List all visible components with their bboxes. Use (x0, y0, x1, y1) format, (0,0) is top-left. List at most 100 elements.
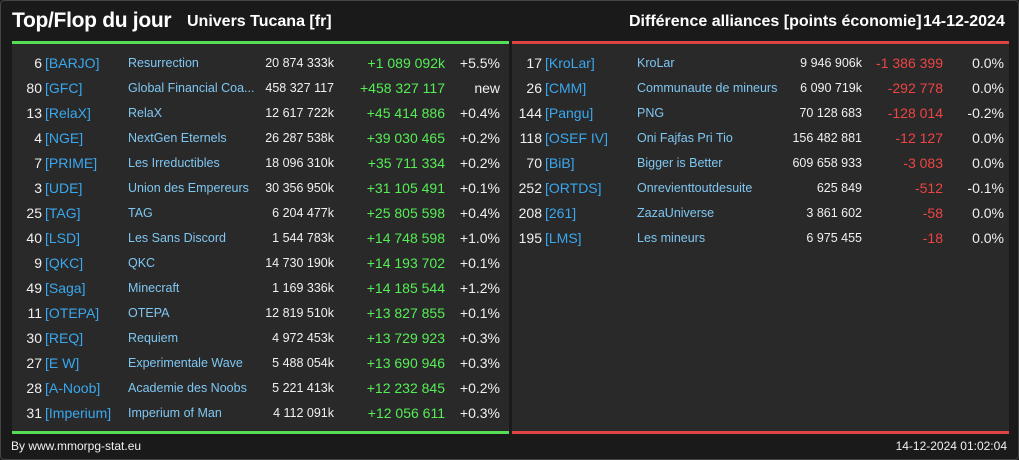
alliance-tag[interactable]: [BiB] (545, 155, 575, 171)
table-row: 80 [GFC] Global Financial Coa... 458 327 11… (12, 76, 509, 101)
alliance-rank: 208 (518, 205, 542, 221)
economy-points: 5 221 413k (272, 381, 334, 395)
alliance-tag[interactable]: [LMS] (545, 230, 582, 246)
economy-points: 6 090 719k (800, 81, 862, 95)
table-row: 195 [LMS] Les mineurs 6 975 455 -18 0.0% (512, 226, 1009, 251)
flop-alliances-panel: 17 [KroLar] KroLar 9 946 906k -1 386 399 0.0%… (512, 41, 1009, 434)
alliance-rank: 195 (518, 230, 542, 246)
table-row: 3 [UDE] Union des Empereurs 30 356 950k +31 … (12, 176, 509, 201)
table-row: 26 [CMM] Communaute de mineurs 6 090 719k -2… (512, 76, 1009, 101)
economy-points: 609 658 933 (792, 156, 862, 170)
points-difference: +31 105 491 (366, 180, 445, 196)
percent-change: +1.2% (459, 280, 500, 296)
alliance-tag[interactable]: [Imperium] (45, 405, 112, 421)
percent-change: +0.2% (459, 130, 500, 146)
alliance-tag[interactable]: [Saga] (45, 280, 86, 296)
points-difference: -1 386 399 (876, 55, 943, 71)
points-difference: +25 805 598 (366, 205, 445, 221)
alliance-rank: 31 (26, 405, 42, 421)
percent-change: 0.0% (972, 130, 1004, 146)
alliance-tag[interactable]: [TAG] (45, 205, 81, 221)
alliance-tag[interactable]: [PRIME] (45, 155, 98, 171)
percent-change: +0.1% (459, 180, 500, 196)
alliance-tag[interactable]: [261] (545, 205, 577, 221)
alliance-tag[interactable]: [QKC] (45, 255, 84, 271)
economy-points: 30 356 950k (265, 181, 334, 195)
points-difference: +45 414 886 (366, 105, 445, 121)
points-difference: +14 185 544 (366, 280, 445, 296)
table-row: 31 [Imperium] Imperium of Man 4 112 091k +12… (12, 401, 509, 426)
points-difference: +12 232 845 (366, 380, 445, 396)
economy-points: 20 874 333k (265, 56, 334, 70)
alliance-tag[interactable]: [ORTDS] (545, 180, 602, 196)
economy-points: 26 287 538k (265, 131, 334, 145)
economy-points: 18 096 310k (265, 156, 334, 170)
table-row: 40 [LSD] Les Sans Discord 1 544 783k +14 748… (12, 226, 509, 251)
table-row: 13 [RelaX] RelaX 12 617 722k +45 414 886 +0.4… (12, 101, 509, 126)
percent-change: +0.3% (459, 355, 500, 371)
economy-points: 1 169 336k (272, 281, 334, 295)
percent-change: +0.2% (459, 380, 500, 396)
table-row: 208 [261] ZazaUniverse 3 861 602 -58 0.0% (512, 201, 1009, 226)
economy-points: 625 849 (816, 181, 862, 195)
points-difference: +39 030 465 (366, 130, 445, 146)
alliance-tag[interactable]: [UDE] (45, 180, 83, 196)
points-difference: -58 (922, 205, 943, 221)
percent-change: +0.2% (459, 155, 500, 171)
points-difference: +13 827 855 (366, 305, 445, 321)
ranking-subtitle: Différence alliances [points économie] (629, 13, 922, 30)
alliance-rank: 40 (26, 230, 42, 246)
percent-change: +0.4% (459, 105, 500, 121)
percent-change: -0.2% (967, 105, 1004, 121)
alliance-rank: 30 (26, 330, 42, 346)
table-row: 49 [Saga] Minecraft 1 169 336k +14 185 544 +1… (12, 276, 509, 301)
table-row: 144 [Pangu] PNG 70 128 683 -128 014 -0.2% (512, 101, 1009, 126)
alliance-tag[interactable]: [Pangu] (545, 105, 594, 121)
alliance-tag[interactable]: [A-Noob] (45, 380, 101, 396)
header: Top/Flop du jour Univers Tucana [fr] Dif… (1, 1, 1019, 41)
points-difference: -18 (922, 230, 943, 246)
alliance-tag[interactable]: [LSD] (45, 230, 81, 246)
alliance-tag[interactable]: [GFC] (45, 80, 83, 96)
economy-points: 4 972 453k (272, 331, 334, 345)
alliance-tag[interactable]: [REQ] (45, 330, 84, 346)
economy-points: 14 730 190k (265, 256, 334, 270)
generated-timestamp: 14-12-2024 01:02:04 (895, 439, 1007, 453)
alliance-tag[interactable]: [KroLar] (545, 55, 595, 71)
alliance-tag[interactable]: [OTEPA] (45, 305, 100, 321)
table-row: 27 [E W] Experimentale Wave 5 488 054k +13 6… (12, 351, 509, 376)
alliance-tag[interactable]: [E W] (45, 355, 80, 371)
alliance-rank: 49 (26, 280, 42, 296)
points-difference: +1 089 092k (367, 55, 445, 71)
points-difference: +14 193 702 (366, 255, 445, 271)
alliance-tag[interactable]: [OSEF IV] (545, 130, 609, 146)
points-difference: +458 327 117 (360, 80, 445, 96)
percent-change: 0.0% (972, 205, 1004, 221)
economy-points: 156 482 881 (792, 131, 862, 145)
economy-points: 6 204 477k (272, 206, 334, 220)
alliance-tag[interactable]: [BARJO] (45, 55, 100, 71)
alliance-rank: 4 (34, 130, 42, 146)
alliance-rank: 252 (518, 180, 542, 196)
points-difference: +35 711 334 (367, 155, 445, 171)
top-alliances-panel: 6 [BARJO] Resurrection 20 874 333k +1 089 09… (12, 41, 509, 434)
alliance-tag[interactable]: [NGE] (45, 130, 84, 146)
table-row: 9 [QKC] QKC 14 730 190k +14 193 702 +0.1% (12, 251, 509, 276)
table-row: 6 [BARJO] Resurrection 20 874 333k +1 089 09… (12, 51, 509, 76)
percent-change: -0.1% (967, 180, 1004, 196)
alliance-rank: 27 (26, 355, 42, 371)
table-row: 25 [TAG] TAG 6 204 477k +25 805 598 +0.4% (12, 201, 509, 226)
percent-change: 0.0% (972, 155, 1004, 171)
points-difference: +12 056 611 (367, 405, 445, 421)
alliance-tag[interactable]: [CMM] (545, 80, 587, 96)
points-difference: +13 729 923 (366, 330, 445, 346)
points-difference: -12 127 (895, 130, 943, 146)
page-title: Top/Flop du jour (12, 9, 172, 32)
alliance-tag[interactable]: [RelaX] (45, 105, 91, 121)
alliance-rank: 118 (519, 130, 542, 146)
percent-change: +0.1% (459, 305, 500, 321)
table-row: 30 [REQ] Requiem 4 972 453k +13 729 923 +0.3% (12, 326, 509, 351)
report-date: 14-12-2024 (923, 13, 1005, 30)
percent-change: +0.3% (459, 330, 500, 346)
